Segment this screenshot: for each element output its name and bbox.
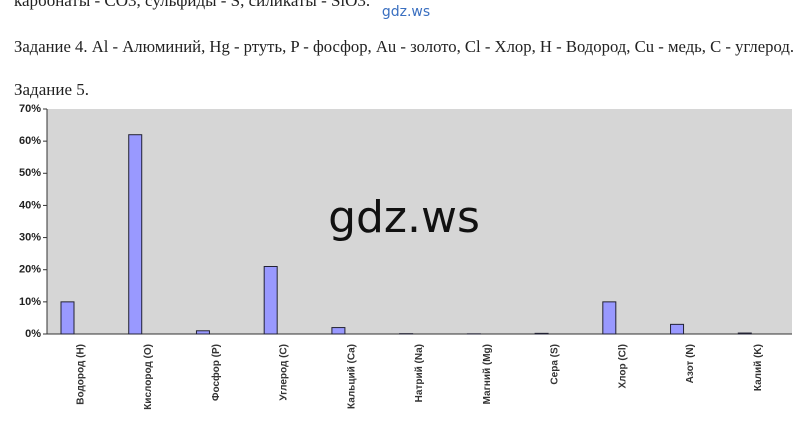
bar — [737, 332, 752, 335]
bar — [602, 301, 617, 335]
y-tick-label: 30% — [19, 231, 41, 243]
y-tick-label: 10% — [19, 296, 41, 308]
x-tick-label: Кислород (O) — [143, 344, 154, 410]
x-tick-label: Магний (Mg) — [482, 344, 493, 404]
bar — [263, 266, 278, 335]
y-tick-label: 40% — [19, 199, 41, 211]
x-tick-label: Кальций (Ca) — [346, 344, 357, 409]
x-tick-label: Фосфор (P) — [210, 344, 222, 401]
bar — [670, 323, 685, 335]
x-tick-label: Водород (H) — [76, 344, 87, 405]
plot-area — [47, 109, 792, 334]
watermark-center: gdz.ws — [328, 192, 480, 243]
y-tick-label: 50% — [19, 167, 41, 179]
watermark-top: gdz.ws — [382, 4, 430, 20]
x-tick-label: Углерод (C) — [279, 344, 290, 401]
bar — [60, 301, 75, 335]
task4-line: Задание 4. Al - Алюминий, Hg - ртуть, P … — [14, 37, 794, 56]
task5: Задание 5. — [14, 80, 89, 99]
y-tick-label: 70% — [19, 103, 41, 115]
x-tick-label: Азот (N) — [685, 344, 696, 383]
bar — [128, 134, 143, 335]
y-tick-label: 20% — [19, 264, 41, 276]
x-tick-label: Натрий (Na) — [414, 344, 425, 402]
marks: 0% 10% 20% 30% 40% 50% 60% 70% Водород (H) Кислор… — [19, 103, 764, 410]
bar — [534, 332, 549, 335]
cut-line: карбонаты - CO3, сульфиды - S, силикаты … — [14, 0, 370, 10]
bar — [195, 330, 210, 335]
bar — [331, 327, 346, 335]
x-tick-label: Сера (S) — [550, 344, 561, 385]
y-tick-label: 0% — [25, 328, 41, 340]
y-tick-label: 60% — [19, 135, 41, 147]
x-tick-label: Хлор (Cl) — [617, 344, 628, 389]
x-tick-label: Калий (K) — [753, 344, 764, 391]
